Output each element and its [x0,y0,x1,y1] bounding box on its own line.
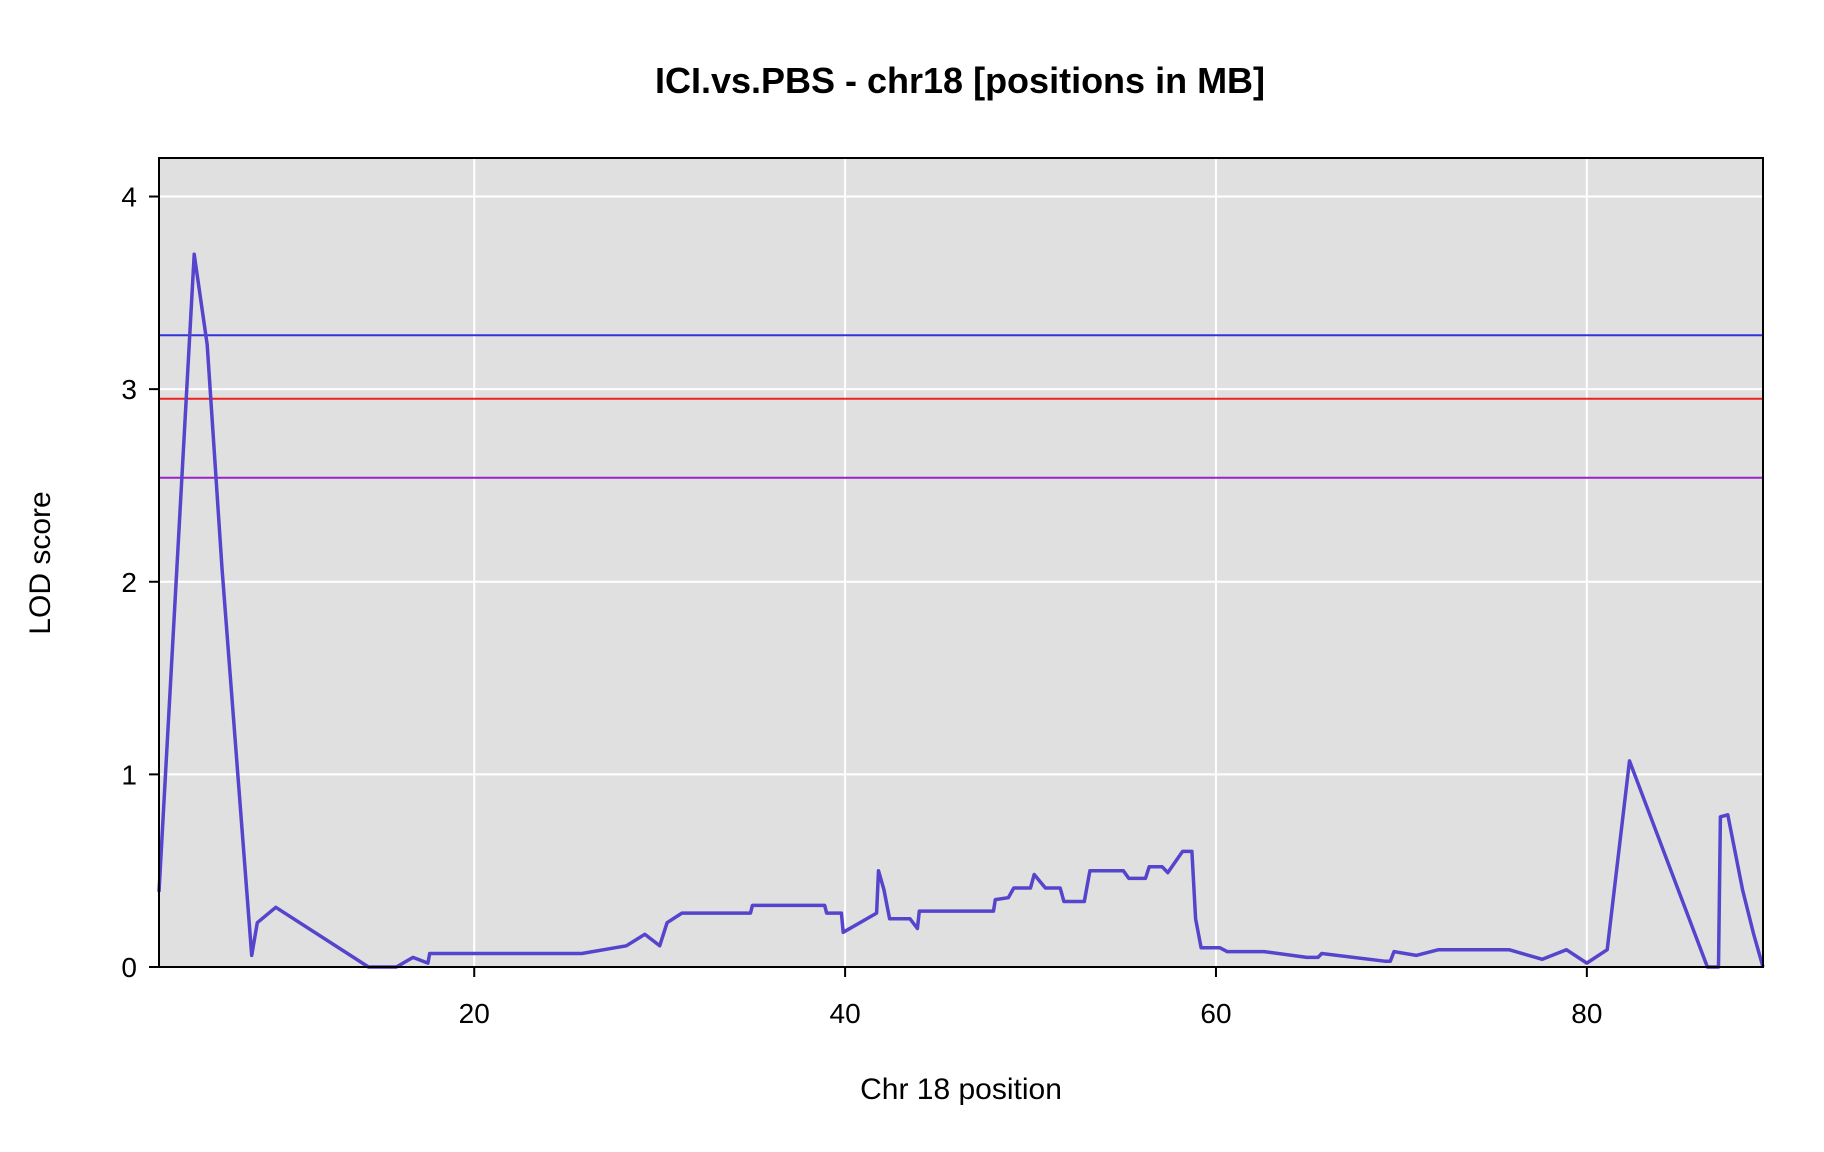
plot-background [159,158,1763,967]
y-axis-ticks: 0 1 2 3 4 [121,182,159,983]
x-tick-label: 80 [1571,998,1602,1029]
lod-curve [157,252,1765,969]
y-tick-label: 4 [121,182,137,213]
x-tick-label: 60 [1200,998,1231,1029]
y-tick-label: 2 [121,567,137,598]
x-axis-label: Chr 18 position [860,1073,1062,1106]
x-tick-label: 40 [830,998,861,1029]
y-tick-label: 0 [121,952,137,983]
y-tick-label: 3 [121,374,137,405]
y-tick-label: 1 [121,759,137,790]
chart-title: ICI.vs.PBS - chr18 [positions in MB] [655,60,1265,101]
x-axis-ticks: 20 40 60 80 [459,967,1602,1029]
y-axis-label: LOD score [24,491,57,634]
plot-frame [158,157,1764,968]
x-tick-label: 20 [459,998,490,1029]
lod-series [157,252,1765,969]
threshold-lines [159,334,1763,479]
